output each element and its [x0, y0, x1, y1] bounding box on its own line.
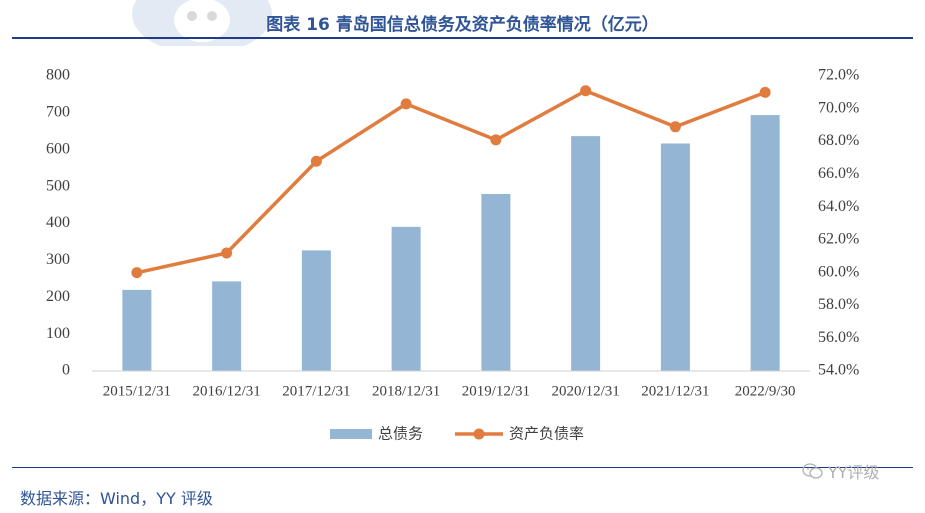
- legend-swatch-bar: [330, 429, 372, 439]
- debt-chart: 0 100 200 300 400 500 600 700 800 54.0% 56.0% 58.0%…: [46, 67, 859, 443]
- x-tick-label: 2020/12/31: [551, 383, 619, 399]
- x-tick-label: 2018/12/31: [372, 383, 440, 399]
- y-left-tick-label: 700: [46, 104, 70, 121]
- y-left-tick-label: 400: [46, 214, 70, 231]
- y-left-tick-label: 600: [46, 140, 70, 157]
- y-right-tick-label: 72.0%: [818, 67, 859, 84]
- y-right-tick-label: 56.0%: [818, 329, 859, 346]
- source-note: 数据来源：Wind，YY 评级: [20, 489, 213, 508]
- bar: [481, 194, 511, 371]
- x-tick-label: 2019/12/31: [462, 383, 530, 399]
- watermark: YY评级: [802, 459, 880, 483]
- top-divider: [12, 37, 913, 39]
- bar: [750, 115, 780, 372]
- line-point: [490, 134, 502, 146]
- y-right-tick-label: 62.0%: [818, 231, 859, 248]
- bar: [391, 226, 421, 371]
- y-left-tick-label: 100: [46, 325, 70, 342]
- line-point: [400, 98, 412, 110]
- y-left-tick-label: 200: [46, 288, 70, 305]
- line-point: [669, 121, 681, 133]
- series-line: [136, 89, 766, 275]
- y-right-tick-label: 58.0%: [818, 296, 859, 313]
- watermark-text: YY评级: [828, 463, 880, 482]
- legend-label-bar: 总债务: [378, 425, 423, 443]
- line-point: [310, 155, 322, 167]
- line-point: [759, 86, 771, 98]
- bottom-divider: [12, 467, 913, 468]
- line-point: [580, 85, 592, 97]
- legend-label-line: 资产负债率: [509, 425, 584, 443]
- dog-mascot-logo: [132, 0, 272, 46]
- y-right-tick-label: 68.0%: [818, 132, 859, 149]
- y-right-tick-label: 54.0%: [818, 362, 859, 379]
- x-tick-label: 2022/9/30: [735, 383, 796, 399]
- y-left-tick-label: 300: [46, 251, 70, 268]
- chart-title: 图表 16 青岛国信总债务及资产负债率情况（亿元）: [266, 15, 659, 35]
- y-right-tick-label: 64.0%: [818, 198, 859, 215]
- bar: [660, 143, 690, 371]
- line-point: [131, 267, 143, 279]
- bar: [212, 281, 242, 371]
- bar: [301, 250, 331, 371]
- x-tick-label: 2015/12/31: [103, 383, 171, 399]
- y-right-tick-label: 70.0%: [818, 99, 859, 116]
- x-tick-label: 2016/12/31: [192, 383, 260, 399]
- y-left-tick-label: 500: [46, 177, 70, 194]
- x-tick-label: 2017/12/31: [282, 383, 350, 399]
- line-point: [221, 247, 233, 259]
- x-tick-label: 2021/12/31: [641, 383, 709, 399]
- legend-swatch-point: [473, 428, 485, 440]
- y-right-tick-label: 66.0%: [818, 165, 859, 182]
- y-left-tick-label: 0: [62, 362, 70, 379]
- bar: [122, 289, 152, 371]
- y-right-tick-label: 60.0%: [818, 263, 859, 280]
- wechat-icon: [802, 463, 823, 479]
- y-left-tick-label: 800: [46, 67, 70, 84]
- bar: [571, 136, 601, 371]
